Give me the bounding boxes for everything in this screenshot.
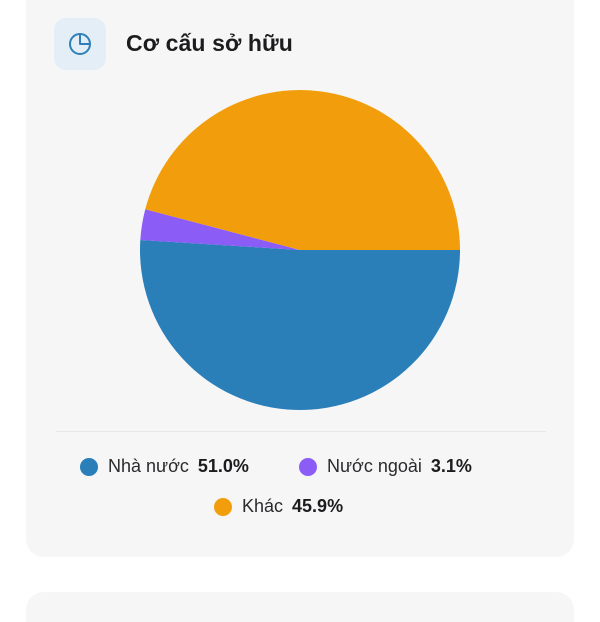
legend-dot [214, 497, 232, 516]
pie-chart [139, 90, 461, 411]
legend-item-nha-nuoc: Nhà nước 51.0% [80, 456, 249, 477]
legend-label: Nhà nước [108, 456, 189, 476]
pie-chart-icon [54, 18, 106, 70]
legend-value: 45.9% [292, 496, 344, 516]
card-title: Cơ cấu sở hữu [126, 30, 293, 56]
legend-label: Nước ngoài [327, 456, 422, 476]
legend-value: 3.1% [430, 456, 472, 476]
divider [56, 431, 546, 432]
pie-slice-2[interactable] [145, 90, 460, 250]
legend-dot [299, 457, 317, 476]
legend-value: 51.0% [197, 456, 249, 476]
legend-item-khac: Khác 45.9% [214, 496, 343, 517]
legend-label: Khác [242, 496, 284, 516]
legend-item-nuoc-ngoai: Nước ngoài 3.1% [299, 456, 472, 477]
pie-slice-0[interactable] [139, 239, 461, 411]
legend-dot [80, 457, 98, 476]
pie-slice-1[interactable] [140, 209, 300, 250]
